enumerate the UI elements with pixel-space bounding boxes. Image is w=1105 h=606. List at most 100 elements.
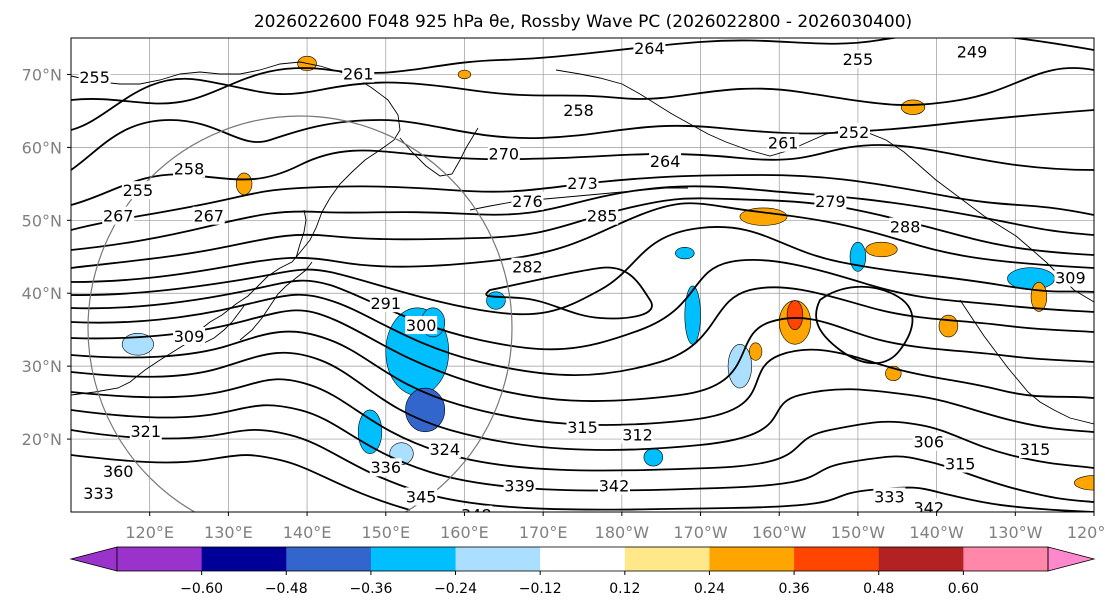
contour-label-bg xyxy=(192,206,225,225)
colorbar-segment xyxy=(455,547,541,571)
shading-region xyxy=(1007,267,1055,290)
colorbar-tick-label: −0.24 xyxy=(434,581,477,597)
contour-label-bg xyxy=(767,133,800,152)
shading-region xyxy=(675,246,695,260)
contour-label: 255 xyxy=(79,68,110,87)
contour-label: 288 xyxy=(890,218,921,237)
contour-label: 315 xyxy=(567,418,598,437)
contour-line xyxy=(71,286,1094,377)
contour-label-bg xyxy=(78,68,111,87)
colorbar-tick-label: 0.60 xyxy=(948,581,979,597)
colorbar-segment xyxy=(878,547,964,571)
contour-label-bg xyxy=(369,458,402,477)
contour-label-bg xyxy=(487,144,520,163)
contour-line xyxy=(815,285,914,365)
contour-label-bg xyxy=(511,257,544,276)
contour-label: 258 xyxy=(174,159,205,178)
colorbar xyxy=(69,546,1096,572)
contour-label-bg xyxy=(342,64,375,83)
x-tick-label: 140°W xyxy=(909,523,964,542)
colorbar-tick-label: 0.24 xyxy=(694,581,725,597)
contour-line xyxy=(71,351,1094,451)
colorbar-segment xyxy=(370,547,457,571)
contour-label: 249 xyxy=(957,43,988,62)
contour-label: 252 xyxy=(839,123,870,142)
contour-label-bg xyxy=(912,432,945,451)
contour-label-bg xyxy=(173,326,206,345)
contour-line xyxy=(71,454,411,511)
contour-label-bg xyxy=(912,498,945,512)
x-tick-label: 180°W xyxy=(595,523,650,542)
chart-title: 2026022600 F048 925 hPa θe, Rossby Wave … xyxy=(254,12,912,32)
contour-label-bg xyxy=(102,206,135,225)
shading-region xyxy=(643,448,664,467)
shading-region xyxy=(727,343,752,389)
y-axis-ticks: 20°N 30°N 40°N 50°N 60°N 70°N xyxy=(22,65,71,449)
contour-label-bg xyxy=(956,42,989,61)
contour-label-bg xyxy=(566,418,599,437)
coastline-korea-japan xyxy=(199,261,313,346)
y-tick-label: 70°N xyxy=(22,65,62,84)
coastline-sakhalin xyxy=(295,209,307,259)
contour-label: 360 xyxy=(103,462,134,481)
colorbar-extend-max xyxy=(1047,546,1096,572)
contour-line xyxy=(71,226,1094,316)
contour-label-bg xyxy=(173,159,206,178)
contour-label: 273 xyxy=(567,174,598,193)
contour-line xyxy=(71,309,1094,402)
contour-label: 324 xyxy=(430,440,461,459)
x-tick-label: 120°E xyxy=(125,523,174,542)
contour-line xyxy=(71,259,1094,351)
contour-label: 267 xyxy=(193,207,224,226)
contour-label: 255 xyxy=(843,50,874,69)
contour-label: 276 xyxy=(512,192,543,211)
x-tick-label: 150°W xyxy=(831,523,886,542)
contour-label: 300 xyxy=(406,316,437,335)
contour-label-bg xyxy=(889,217,922,236)
contour-label: 336 xyxy=(370,458,401,477)
contour-label: 315 xyxy=(945,455,976,474)
contour-label-bg xyxy=(1054,268,1087,287)
y-tick-label: 30°N xyxy=(22,357,62,376)
contour-label: 270 xyxy=(489,145,520,164)
contour-label-bg xyxy=(511,192,544,211)
colorbar-extend-min xyxy=(69,546,118,572)
contour-label: 306 xyxy=(913,433,944,452)
contour-label-bg xyxy=(873,487,906,506)
contour-label-bg xyxy=(586,206,619,225)
contour-label: 264 xyxy=(634,39,665,58)
contour-line xyxy=(71,378,1094,472)
contour-label-bg xyxy=(633,38,666,57)
contour-label: 312 xyxy=(622,425,653,444)
colorbar-ticks: −0.60 −0.48 −0.36 −0.24 −0.12 0.12 0.24 0.36 0.4… xyxy=(180,571,979,597)
contour-label: 342 xyxy=(913,498,944,517)
colorbar-tick-label: 0.12 xyxy=(609,581,640,597)
contour-label-bg xyxy=(837,122,870,141)
contour-label-bg xyxy=(814,192,847,211)
shading-region xyxy=(121,333,154,356)
x-tick-label: 140°E xyxy=(283,523,332,542)
contour-label-bg xyxy=(460,505,493,512)
contour-label: 339 xyxy=(504,476,535,495)
contour-label: 348 xyxy=(461,506,492,525)
contour-line xyxy=(71,202,1094,283)
colorbar-segment xyxy=(201,547,287,571)
shading-region xyxy=(865,241,898,258)
shading-region xyxy=(405,387,446,433)
contour-label: 261 xyxy=(768,134,799,153)
x-tick-label: 130°E xyxy=(204,523,253,542)
contour-label-bg xyxy=(1018,440,1051,459)
contour-line xyxy=(71,174,1094,231)
x-tick-label: 120°W xyxy=(1067,523,1105,542)
colorbar-tick-label: 0.36 xyxy=(779,581,810,597)
contour-label: 345 xyxy=(406,487,437,506)
shading-region xyxy=(684,285,701,345)
map-frame xyxy=(70,37,1095,513)
colorbar-segment xyxy=(117,547,203,571)
contour-label-bg xyxy=(121,181,154,200)
colorbar-segment xyxy=(624,547,710,571)
colorbar-tick-label: −0.36 xyxy=(349,581,392,597)
contour-labels: 264 249 255 261 255 258 252 270 261 264 258 255 273 2… xyxy=(78,38,1087,525)
contour-label-bg xyxy=(369,294,402,313)
shading-region xyxy=(749,342,763,361)
